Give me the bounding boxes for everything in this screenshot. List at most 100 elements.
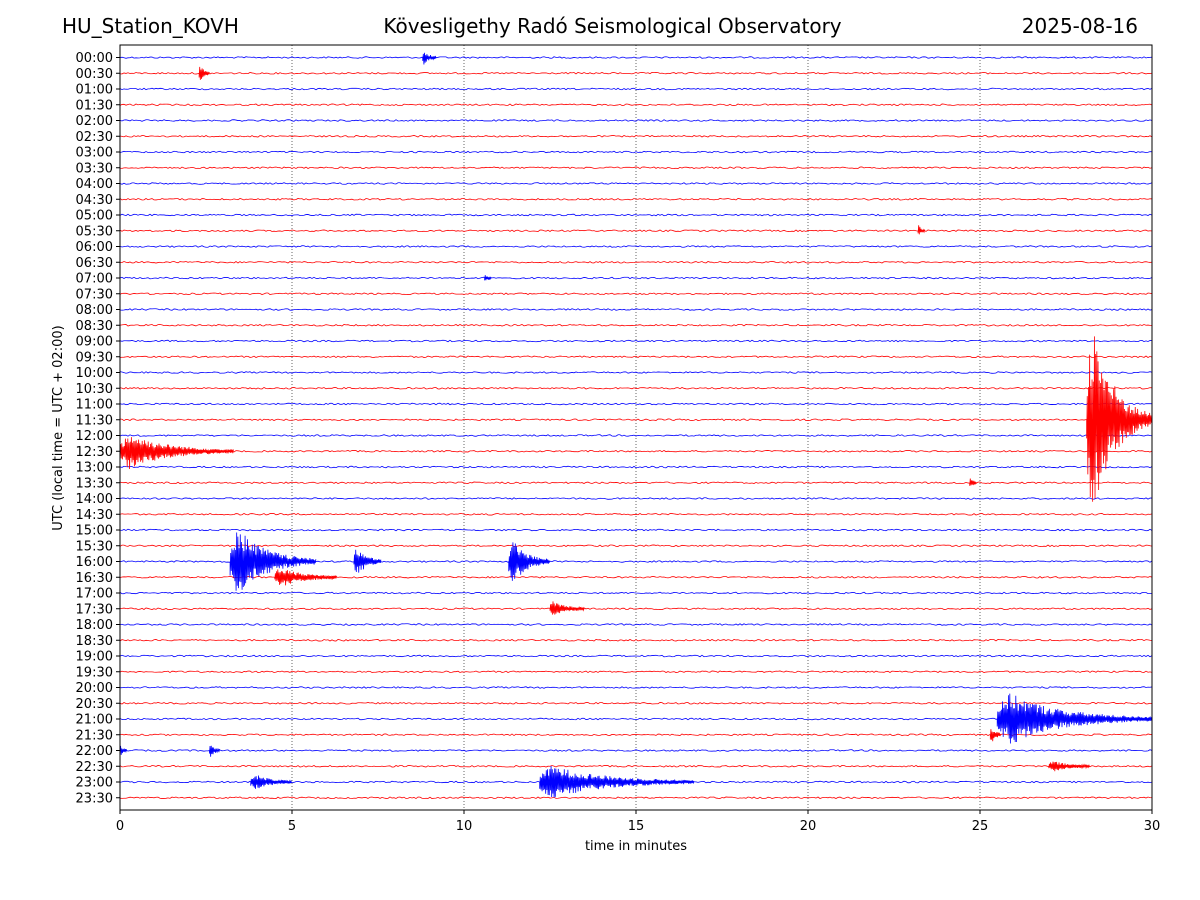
seismic-event: [996, 693, 1153, 744]
y-tick-label: 14:30: [76, 508, 113, 523]
y-tick-label: 07:00: [76, 272, 113, 287]
y-tick-label: 07:30: [76, 287, 113, 302]
y-tick-label: 04:30: [76, 193, 113, 208]
trace-row: [119, 371, 1153, 374]
y-tick-label: 01:00: [76, 83, 113, 98]
x-tick-label: 15: [628, 819, 645, 834]
trace-row: [119, 497, 1153, 500]
station-title: HU_Station_KOVH: [62, 14, 239, 38]
seismic-event: [198, 66, 210, 80]
seismic-event: [484, 275, 492, 281]
trace-row: [119, 465, 1153, 469]
trace-row: [119, 229, 1153, 232]
x-tick-label: 10: [456, 819, 473, 834]
y-tick-label: 14:00: [76, 492, 113, 507]
trace-row: [119, 276, 1153, 280]
y-tick-label: 23:00: [76, 776, 113, 791]
y-axis-label: UTC (local time = UTC + 02:00): [51, 325, 66, 530]
seismic-event: [119, 745, 127, 755]
y-tick-label: 06:00: [76, 240, 113, 255]
x-tick-label: 20: [800, 819, 817, 834]
y-tick-label: 18:00: [76, 618, 113, 633]
trace-row: [119, 686, 1153, 689]
date-title: 2025-08-16: [1021, 14, 1138, 38]
trace-row: [119, 134, 1153, 138]
trace-row: [119, 386, 1153, 390]
trace-row: [119, 701, 1153, 705]
trace-row: [119, 591, 1153, 595]
trace-row: [119, 261, 1153, 264]
y-tick-label: 05:30: [76, 224, 113, 239]
y-tick-label: 15:30: [76, 539, 113, 554]
trace-row: [119, 654, 1153, 658]
y-tick-label: 11:30: [76, 413, 113, 428]
trace-row: [119, 749, 1153, 752]
trace-row: [119, 607, 1153, 611]
x-tick-label: 30: [1144, 819, 1161, 834]
y-tick-label: 16:30: [76, 571, 113, 586]
trace-row: [119, 245, 1153, 248]
trace-row: [119, 717, 1153, 721]
seismic-event: [549, 601, 585, 615]
trace-row: [119, 119, 1153, 122]
y-tick-label: 09:00: [76, 335, 113, 350]
trace-row: [119, 71, 1153, 75]
y-tick-label: 08:00: [76, 303, 113, 318]
y-tick-label: 05:00: [76, 209, 113, 224]
y-tick-label: 02:30: [76, 130, 113, 145]
y-tick-label: 21:30: [76, 728, 113, 743]
seismic-event: [422, 52, 437, 65]
y-tick-label: 10:00: [76, 366, 113, 381]
trace-row: [119, 323, 1153, 327]
trace-row: [119, 512, 1153, 516]
seismic-event: [229, 532, 317, 591]
trace-row: [119, 292, 1153, 296]
x-tick-label: 25: [972, 819, 989, 834]
seismic-event: [539, 765, 695, 798]
y-tick-label: 09:30: [76, 350, 113, 365]
y-tick-label: 22:30: [76, 760, 113, 775]
x-tick-label: 0: [116, 819, 124, 834]
trace-row: [119, 308, 1153, 311]
x-tick-label: 5: [288, 819, 296, 834]
trace-row: [119, 450, 1153, 453]
y-tick-label: 11:00: [76, 398, 113, 413]
y-tick-label: 03:00: [76, 146, 113, 161]
seismic-event: [989, 729, 1001, 742]
trace-row: [119, 355, 1153, 359]
trace-row: [119, 481, 1153, 485]
trace-row: [119, 339, 1153, 343]
trace-row: [119, 434, 1153, 437]
y-tick-label: 03:30: [76, 161, 113, 176]
y-tick-label: 19:30: [76, 665, 113, 680]
y-tick-label: 13:00: [76, 461, 113, 476]
y-tick-label: 21:00: [76, 713, 113, 728]
y-tick-label: 19:00: [76, 650, 113, 665]
trace-row: [119, 103, 1153, 106]
trace-row: [119, 418, 1153, 422]
trace-row: [119, 402, 1153, 406]
y-tick-label: 00:30: [76, 67, 113, 82]
y-tick-label: 20:00: [76, 681, 113, 696]
y-tick-label: 08:30: [76, 319, 113, 334]
trace-row: [119, 733, 1153, 737]
y-tick-label: 22:00: [76, 744, 113, 759]
y-tick-label: 06:30: [76, 256, 113, 271]
trace-row: [119, 796, 1153, 800]
seismic-event: [508, 542, 550, 581]
trace-row: [119, 623, 1153, 626]
y-tick-label: 23:30: [76, 791, 113, 806]
grid-layer: [291, 45, 981, 810]
y-tick-label: 20:30: [76, 697, 113, 712]
y-tick-label: 17:00: [76, 587, 113, 602]
y-tick-labels: 00:0000:3001:0001:3002:0002:3003:0003:30…: [76, 51, 120, 806]
seismic-event: [1086, 336, 1152, 502]
seismic-event: [209, 745, 221, 757]
y-tick-label: 15:00: [76, 524, 113, 539]
trace-layer: [119, 52, 1153, 800]
seismic-event: [353, 549, 382, 573]
observatory-title: Kövesligethy Radó Seismological Observat…: [383, 14, 842, 38]
x-tick-labels: 0 5 10 15 20 25 30: [116, 810, 1160, 834]
y-tick-label: 01:30: [76, 98, 113, 113]
y-tick-label: 04:00: [76, 177, 113, 192]
